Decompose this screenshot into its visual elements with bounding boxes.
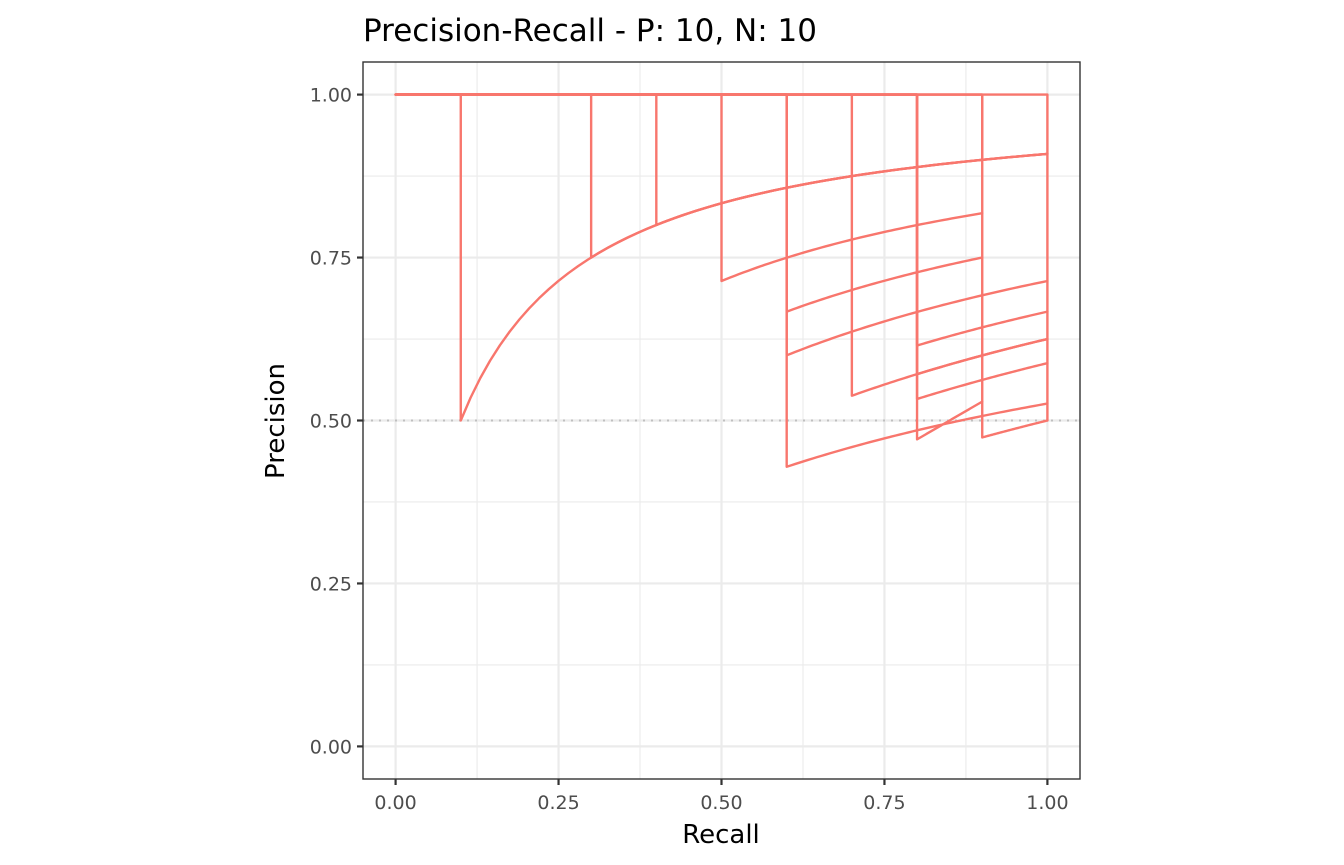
y-tick-label: 0.00 [310, 736, 352, 758]
y-tick-label: 0.75 [310, 248, 352, 270]
pr-curves [394, 93, 1049, 468]
y-tick-label: 1.00 [310, 85, 352, 107]
pr-curve-line [394, 93, 1049, 422]
y-tick-label: 0.50 [310, 411, 352, 433]
x-tick-label: 0.00 [374, 792, 416, 814]
chart-title: Precision-Recall - P: 10, N: 10 [363, 13, 817, 49]
pr-curve-line [394, 93, 1049, 227]
x-tick-label: 1.00 [1026, 792, 1068, 814]
pr-curve-line [394, 93, 984, 441]
pr-curve-line [394, 93, 1049, 357]
pr-curve-line [394, 93, 984, 313]
x-tick-label: 0.50 [700, 792, 742, 814]
pr-curve-line [394, 93, 1049, 401]
y-axis-ticks: 0.00 0.25 0.50 0.75 1.00 [310, 85, 363, 758]
y-axis-title: Precision [261, 363, 291, 479]
x-tick-label: 0.25 [537, 792, 579, 814]
pr-curve-line [394, 93, 984, 283]
pr-curve-line [394, 93, 1049, 347]
pr-curve-line [394, 93, 1049, 376]
x-axis-ticks: 0.00 0.25 0.50 0.75 1.00 [374, 779, 1069, 814]
y-tick-label: 0.25 [310, 573, 352, 595]
pr-curve-line [394, 93, 1049, 468]
x-tick-label: 0.75 [863, 792, 905, 814]
pr-curve-line [394, 93, 1049, 439]
x-axis-title: Recall [682, 820, 760, 850]
